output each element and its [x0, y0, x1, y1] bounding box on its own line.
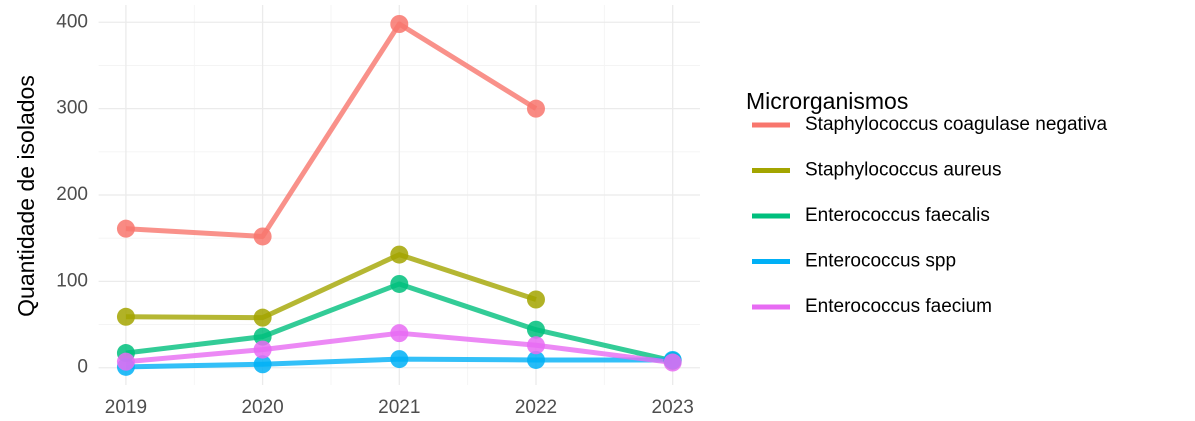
- data-point: [526, 336, 545, 355]
- legend-label: Enterococcus spp: [805, 251, 956, 272]
- data-point: [390, 350, 409, 369]
- data-point: [116, 352, 135, 371]
- y-tick-label: 0: [77, 357, 88, 378]
- data-point: [253, 355, 272, 374]
- legend-title: Microrganismos: [746, 88, 908, 114]
- data-point: [390, 324, 409, 343]
- data-point: [526, 320, 545, 339]
- data-point: [526, 290, 545, 309]
- y-tick-label: 200: [56, 184, 88, 205]
- y-tick-label: 400: [56, 11, 88, 32]
- data-point: [663, 353, 682, 372]
- y-axis-label: Quantidade de isolados: [13, 75, 39, 317]
- data-point: [526, 350, 545, 369]
- series-line: [125, 252, 537, 321]
- x-tick-label: 2019: [105, 397, 147, 418]
- data-point: [253, 227, 272, 246]
- data-point: [390, 245, 409, 264]
- data-point: [390, 274, 409, 293]
- legend-label: Staphylococcus aureus: [805, 160, 1001, 181]
- legend-label: Enterococcus faecium: [805, 296, 992, 317]
- x-tick-label: 2021: [378, 397, 420, 418]
- data-point: [526, 99, 545, 118]
- x-tick-label: 2020: [241, 397, 283, 418]
- x-tick-label: 2022: [515, 397, 557, 418]
- data-point: [116, 307, 135, 326]
- series-line: [125, 21, 538, 239]
- y-tick-label: 100: [56, 270, 88, 291]
- y-tick-label: 300: [56, 98, 88, 119]
- data-point: [253, 340, 272, 359]
- legend-label: Enterococcus faecalis: [805, 205, 990, 226]
- legend-label: Staphylococcus coagulase negativa: [805, 114, 1108, 135]
- data-point: [253, 327, 272, 346]
- data-point: [390, 15, 409, 33]
- data-point: [116, 219, 135, 238]
- x-tick-label: 2023: [652, 397, 694, 418]
- data-point: [253, 308, 272, 327]
